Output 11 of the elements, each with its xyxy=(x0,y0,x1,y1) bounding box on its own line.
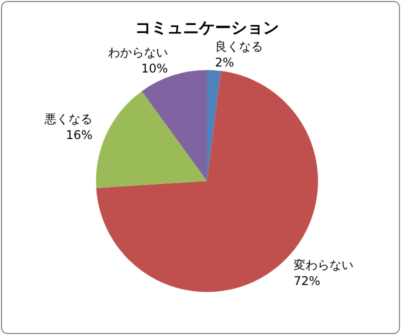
data-label: 10% xyxy=(141,62,168,76)
slice-label: 変わらない xyxy=(294,258,354,272)
slice-label: 悪くなる xyxy=(44,112,93,126)
slice-label: わからない xyxy=(108,46,168,60)
pie-slice xyxy=(96,91,207,188)
data-label: 2% xyxy=(214,56,234,70)
data-label: 16% xyxy=(66,128,93,142)
data-label: 72% xyxy=(294,274,320,288)
slice-label: 良くなる xyxy=(214,40,263,54)
chart-title: コミュニケーション xyxy=(135,18,279,37)
pie-slice xyxy=(207,70,221,181)
